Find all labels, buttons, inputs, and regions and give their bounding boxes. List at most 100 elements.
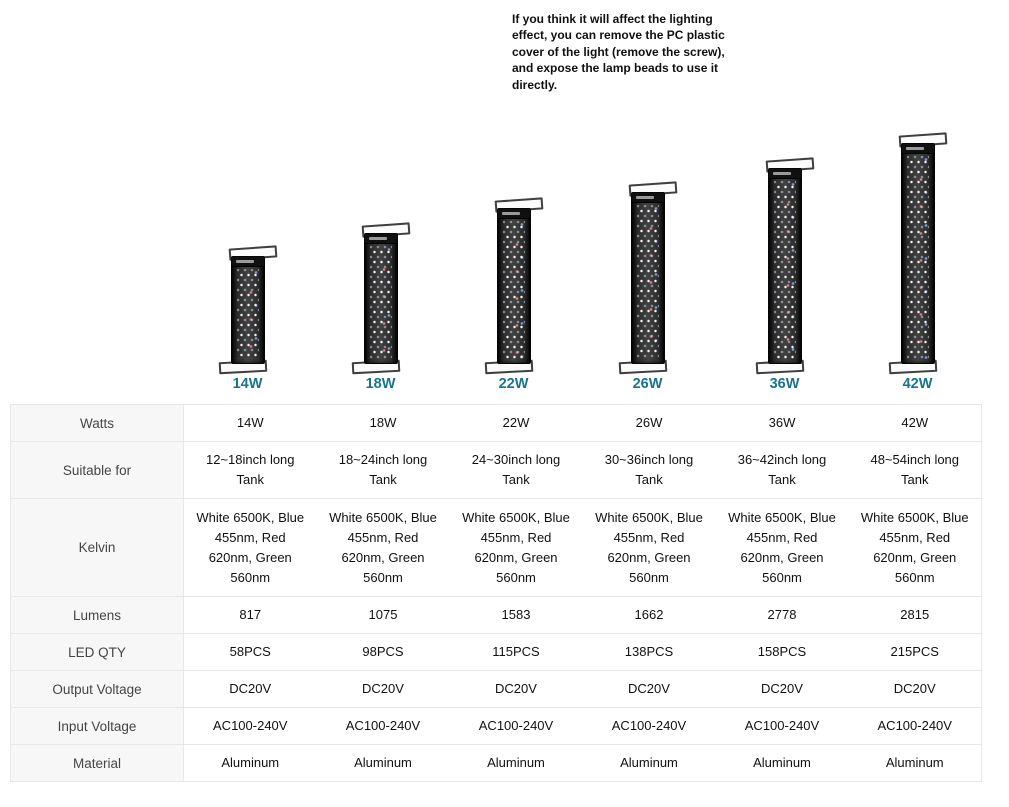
cap-label-strip	[635, 196, 654, 199]
led-light-bar	[230, 256, 265, 364]
light-bar-cap	[364, 234, 397, 244]
row-label: LED QTY	[10, 633, 184, 671]
spec-cell: 215PCS	[848, 633, 982, 671]
row-label: Material	[10, 744, 184, 782]
spec-cell: 18W	[316, 404, 450, 442]
light-product-photo-42w	[851, 132, 984, 375]
spec-cell: 48~54inch long Tank	[848, 441, 982, 499]
watt-label-26w: 26W	[632, 376, 663, 392]
table-row-input-voltage: Input Voltage AC100-240V AC100-240V AC10…	[10, 707, 982, 745]
light-bar-cap	[231, 257, 264, 267]
spec-cell: Aluminum	[848, 744, 982, 782]
spec-cell: 2778	[715, 596, 849, 634]
watt-label-14w: 14W	[232, 376, 263, 392]
spec-cell: Aluminum	[316, 744, 450, 782]
table-row-kelvin: Kelvin White 6500K, Blue 455nm, Red 620n…	[10, 498, 982, 597]
row-label: Suitable for	[10, 441, 184, 499]
spec-cell: White 6500K, Blue 455nm, Red 620nm, Gree…	[582, 498, 716, 597]
row-label: Output Voltage	[10, 670, 184, 708]
spec-cell: 158PCS	[715, 633, 849, 671]
spec-cell: 58PCS	[183, 633, 317, 671]
spec-cell: DC20V	[582, 670, 716, 708]
spec-table: Watts 14W 18W 22W 26W 36W 42W Suitable f…	[10, 404, 982, 782]
light-product-photo-14w	[181, 245, 314, 375]
spec-cell: 42W	[848, 404, 982, 442]
spec-cell: DC20V	[183, 670, 317, 708]
cap-label-strip	[905, 147, 924, 150]
spec-cell: 14W	[183, 404, 317, 442]
spec-cell: 115PCS	[449, 633, 583, 671]
led-beads	[502, 221, 525, 359]
led-light-bar	[767, 168, 802, 364]
table-row-material: Material Aluminum Aluminum Aluminum Alum…	[10, 744, 982, 782]
table-row-led-qty: LED QTY 58PCS 98PCS 115PCS 138PCS 158PCS…	[10, 633, 982, 671]
led-light-bar	[496, 208, 531, 364]
table-row-lumens: Lumens 817 1075 1583 1662 2778 2815	[10, 596, 982, 634]
light-bar-cap	[497, 209, 530, 219]
led-beads	[236, 269, 259, 359]
spec-cell: DC20V	[848, 670, 982, 708]
spec-cell: 1583	[449, 596, 583, 634]
spec-cell: AC100-240V	[449, 707, 583, 745]
led-light-bar	[363, 233, 398, 364]
spec-cell: 30~36inch long Tank	[582, 441, 716, 499]
cap-label-strip	[368, 237, 387, 240]
spec-cell: Aluminum	[715, 744, 849, 782]
row-label: Input Voltage	[10, 707, 184, 745]
spec-cell: White 6500K, Blue 455nm, Red 620nm, Gree…	[715, 498, 849, 597]
row-label: Watts	[10, 404, 184, 442]
spec-cell: 817	[183, 596, 317, 634]
light-product-photo-36w	[718, 157, 851, 375]
spec-cell: 26W	[582, 404, 716, 442]
spec-cell: Aluminum	[449, 744, 583, 782]
spec-cell: 1075	[316, 596, 450, 634]
led-light-bar	[630, 192, 665, 364]
row-label: Lumens	[10, 596, 184, 634]
spec-cell: 98PCS	[316, 633, 450, 671]
note-text: If you think it will affect the lighting…	[512, 12, 725, 92]
row-label: Kelvin	[10, 498, 184, 597]
spec-cell: Aluminum	[582, 744, 716, 782]
spec-cell: 18~24inch long Tank	[316, 441, 450, 499]
spec-cell: 36~42inch long Tank	[715, 441, 849, 499]
spec-cell: AC100-240V	[848, 707, 982, 745]
led-beads	[773, 181, 796, 359]
watt-label-18w: 18W	[365, 376, 396, 392]
led-light-bar	[900, 143, 935, 364]
table-row-watts: Watts 14W 18W 22W 26W 36W 42W	[10, 404, 982, 442]
spec-cell: 22W	[449, 404, 583, 442]
spec-cell: AC100-240V	[715, 707, 849, 745]
light-product-photo-26w	[581, 181, 714, 375]
cap-label-strip	[772, 172, 791, 175]
spec-cell: DC20V	[316, 670, 450, 708]
light-bar-cap	[768, 169, 801, 179]
spec-cell: White 6500K, Blue 455nm, Red 620nm, Gree…	[848, 498, 982, 597]
watt-label-22w: 22W	[498, 376, 529, 392]
spec-cell: White 6500K, Blue 455nm, Red 620nm, Gree…	[183, 498, 317, 597]
light-bar-cap	[901, 144, 934, 154]
spec-cell: 2815	[848, 596, 982, 634]
spec-cell: DC20V	[715, 670, 849, 708]
light-product-photo-22w	[447, 197, 580, 375]
spec-cell: AC100-240V	[582, 707, 716, 745]
cap-label-strip	[501, 212, 520, 215]
light-product-photo-18w	[314, 222, 447, 375]
watt-label-36w: 36W	[769, 376, 800, 392]
spec-cell: AC100-240V	[316, 707, 450, 745]
spec-cell: AC100-240V	[183, 707, 317, 745]
spec-cell: 12~18inch long Tank	[183, 441, 317, 499]
led-beads	[906, 156, 929, 359]
spec-cell: 1662	[582, 596, 716, 634]
spec-cell: Aluminum	[183, 744, 317, 782]
table-row-output-voltage: Output Voltage DC20V DC20V DC20V DC20V D…	[10, 670, 982, 708]
table-row-suitable-for: Suitable for 12~18inch long Tank 18~24in…	[10, 441, 982, 499]
light-bar-cap	[631, 193, 664, 203]
spec-cell: 138PCS	[582, 633, 716, 671]
spec-cell: White 6500K, Blue 455nm, Red 620nm, Gree…	[316, 498, 450, 597]
spec-cell: 24~30inch long Tank	[449, 441, 583, 499]
led-beads	[636, 205, 659, 359]
watt-label-42w: 42W	[902, 376, 933, 392]
spec-cell: DC20V	[449, 670, 583, 708]
spec-cell: White 6500K, Blue 455nm, Red 620nm, Gree…	[449, 498, 583, 597]
